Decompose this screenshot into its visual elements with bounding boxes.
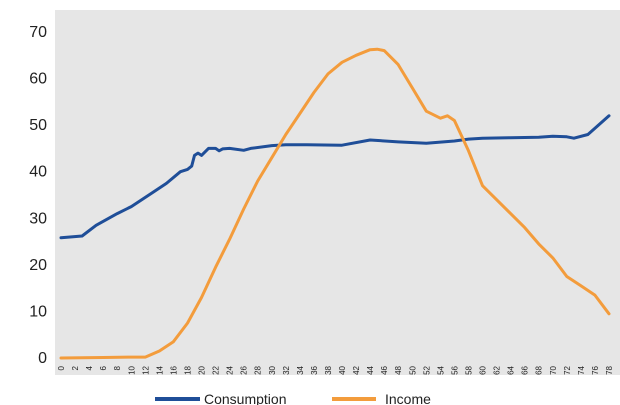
x-tick-label: 36: [310, 365, 319, 374]
x-tick-label: 34: [296, 365, 305, 374]
x-tick-label: 76: [591, 365, 600, 374]
x-tick-label: 62: [493, 365, 502, 374]
x-tick-label: 28: [254, 365, 263, 374]
x-tick-label: 78: [605, 365, 614, 374]
x-tick-label: 54: [436, 365, 445, 374]
x-tick-label: 26: [240, 365, 249, 374]
series-line-income: [59, 47, 611, 360]
x-tick-label: 12: [141, 365, 150, 374]
y-tick-label: 30: [29, 210, 47, 227]
x-tick-label: 18: [183, 365, 192, 374]
legend-label-consumption: Consumption: [204, 391, 287, 405]
x-tick-label: 44: [366, 365, 375, 374]
legend: Consumption Income: [155, 391, 431, 405]
x-tick-label: 10: [127, 365, 136, 374]
plot-area: [55, 10, 620, 375]
x-tick-label: 46: [380, 365, 389, 374]
x-tick-label: 64: [507, 365, 516, 374]
x-tick-label: 32: [282, 365, 291, 374]
x-tick-label: 22: [212, 365, 221, 374]
x-tick-label: 42: [352, 365, 361, 374]
y-tick-label: 70: [29, 24, 47, 41]
x-tick-label: 56: [450, 365, 459, 374]
legend-label-income: Income: [385, 391, 431, 405]
x-tick-label: 66: [521, 365, 530, 374]
x-tick-label: 24: [226, 365, 235, 374]
y-axis-ticks: 0 10 20 30 40 50 60 70: [29, 24, 47, 367]
x-tick-label: 6: [99, 365, 108, 370]
x-tick-label: 68: [535, 365, 544, 374]
x-tick-label: 16: [169, 365, 178, 374]
x-tick-label: 30: [268, 365, 277, 374]
y-tick-label: 0: [38, 350, 47, 367]
x-tick-label: 72: [563, 365, 572, 374]
y-tick-label: 40: [29, 164, 47, 181]
x-tick-label: 58: [464, 365, 473, 374]
y-tick-label: 60: [29, 71, 47, 88]
y-tick-label: 10: [29, 303, 47, 320]
x-tick-label: 74: [577, 365, 586, 374]
x-tick-label: 52: [422, 365, 431, 374]
x-tick-label: 50: [408, 365, 417, 374]
x-tick-label: 60: [479, 365, 488, 374]
x-tick-label: 4: [85, 365, 94, 370]
x-tick-label: 2: [71, 365, 80, 370]
x-tick-label: 70: [549, 365, 558, 374]
x-tick-label: 20: [198, 365, 207, 374]
series-lines: [59, 47, 611, 360]
x-tick-label: 48: [394, 365, 403, 374]
x-tick-label: 0: [57, 365, 66, 370]
x-axis-ticks: 0 2 4 6 8 10 12 14 16 18 20 22 24 26 28 30 32 34 36 38 40 42 4…: [57, 365, 614, 374]
series-line-consumption: [59, 114, 611, 240]
x-tick-label: 14: [155, 365, 164, 374]
x-tick-label: 8: [113, 365, 122, 370]
x-tick-label: 40: [338, 365, 347, 374]
y-tick-label: 20: [29, 257, 47, 274]
x-tick-label: 38: [324, 365, 333, 374]
y-tick-label: 50: [29, 117, 47, 134]
